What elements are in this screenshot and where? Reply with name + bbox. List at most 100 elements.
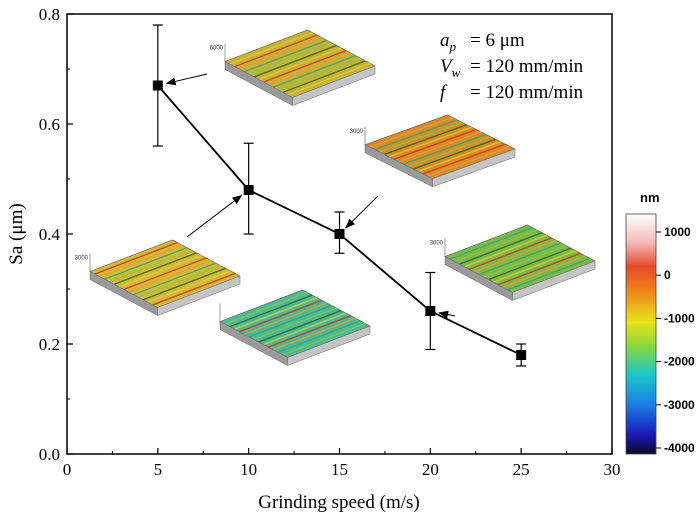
data-point: [152, 80, 163, 91]
inset-side-face: [157, 275, 241, 316]
inset-groove: [109, 249, 193, 283]
parameter-2: Vw = 120 mm/min: [440, 56, 584, 80]
inset-groove: [473, 239, 557, 273]
annotation-arrows: [165, 73, 456, 319]
y-tick-label: 0.0: [39, 445, 60, 464]
inset-groove: [248, 42, 332, 76]
x-tick-label: 25: [513, 460, 530, 479]
x-axis-title: Grinding speed (m/s): [258, 492, 419, 513]
data-point: [425, 306, 436, 316]
inset-scale-label: 3000: [350, 129, 364, 135]
colorbar-tick-label: -2000: [664, 355, 695, 369]
colorbar-unit: nm: [640, 190, 660, 205]
parameter-3: f = 120 mm/min: [440, 82, 584, 103]
inset-groove: [258, 47, 342, 81]
inset-groove: [142, 267, 226, 301]
inset-groove: [268, 52, 352, 86]
inset-groove: [384, 124, 468, 156]
inset-groove: [272, 317, 356, 351]
inset-scale-label: 3000: [75, 256, 89, 262]
inset-groove: [483, 244, 567, 278]
inset-groove: [234, 34, 318, 68]
annotation-arrow: [186, 194, 243, 238]
inset-groove: [137, 265, 221, 298]
inset-groove: [369, 116, 453, 148]
inset-groove: [507, 257, 591, 291]
inset-side-face: [292, 65, 376, 106]
annotation-arrow: [438, 310, 456, 319]
data-point: [334, 229, 345, 239]
inset-groove: [118, 254, 202, 288]
inset-groove: [379, 121, 463, 153]
inset-groove: [94, 241, 178, 275]
inset-groove: [408, 136, 492, 168]
inset-groove: [277, 57, 361, 91]
inset-groove: [403, 133, 487, 165]
inset-groove: [454, 229, 538, 263]
x-tick-label: 0: [63, 460, 72, 479]
inset-scale-label: 6000: [210, 46, 224, 52]
inset-groove: [393, 128, 477, 160]
inset-groove: [287, 62, 371, 96]
inset-surface-20: 3000: [430, 224, 596, 301]
inset-groove: [243, 302, 327, 336]
inset-groove: [253, 307, 337, 341]
inset-groove: [229, 31, 313, 65]
x-tick-label: 30: [604, 460, 621, 479]
inset-groove: [277, 320, 361, 354]
colorbar-tick-label: 0: [664, 268, 671, 282]
inset-groove: [267, 315, 351, 348]
inset-groove: [248, 304, 332, 338]
inset-groove: [417, 141, 501, 173]
inset-surface-25: [219, 289, 371, 366]
inset-groove: [459, 232, 543, 265]
x-tick-label: 20: [422, 460, 439, 479]
inset-groove: [99, 244, 183, 278]
inset-groove: [239, 299, 323, 333]
inset-groove: [398, 131, 482, 163]
inset-scale-label: 3000: [430, 241, 444, 247]
inset-side-face: [432, 148, 516, 188]
y-tick-label: 0.4: [39, 225, 61, 244]
colorbar-tick-label: -1000: [664, 311, 695, 325]
parameter-1: ap = 6 μm: [440, 30, 525, 54]
inset-groove: [427, 145, 511, 177]
inset-groove: [258, 309, 342, 343]
inset-groove: [133, 262, 217, 296]
y-tick-label: 0.2: [39, 335, 60, 354]
inset-groove: [412, 138, 496, 170]
data-point: [243, 185, 254, 195]
data-point: [516, 350, 527, 360]
inset-groove: [253, 44, 337, 78]
surface-insets: 6000 3000 3000 3000: [75, 29, 596, 366]
inset-groove: [239, 37, 323, 70]
inset-groove: [468, 237, 552, 271]
y-axis-title: Sa (μm): [6, 203, 27, 264]
x-tick-label: 15: [331, 460, 348, 479]
inset-groove: [234, 297, 318, 330]
inset-groove: [113, 252, 197, 286]
colorbar: nm 1000 0 -1000 -2000 -3000 -4000: [625, 190, 695, 455]
inset-surface-10: 3000: [75, 239, 241, 316]
inset-groove: [244, 39, 328, 73]
y-tick-label: 0.8: [39, 5, 60, 24]
inset-surface-5: 6000: [210, 29, 376, 106]
inset-groove: [374, 119, 458, 151]
axes: 0 5 10 15 20 25 30 0.0 0.2 0.4 0.6 0.8: [39, 5, 621, 479]
annotation-arrow: [165, 73, 208, 86]
inset-groove: [272, 55, 356, 88]
inset-groove: [388, 126, 472, 158]
inset-side-face: [512, 260, 596, 301]
inset-groove: [449, 226, 533, 260]
inset-groove: [488, 247, 572, 281]
data-series: [152, 24, 527, 367]
colorbar-tick-label: 1000: [664, 225, 691, 239]
inset-groove: [502, 255, 586, 289]
inset-groove: [152, 272, 236, 306]
colorbar-tick-label: -4000: [664, 441, 695, 455]
inset-groove: [282, 60, 366, 94]
inset-groove: [128, 259, 212, 293]
colorbar-gradient: [625, 213, 657, 455]
inset-groove: [263, 49, 347, 83]
